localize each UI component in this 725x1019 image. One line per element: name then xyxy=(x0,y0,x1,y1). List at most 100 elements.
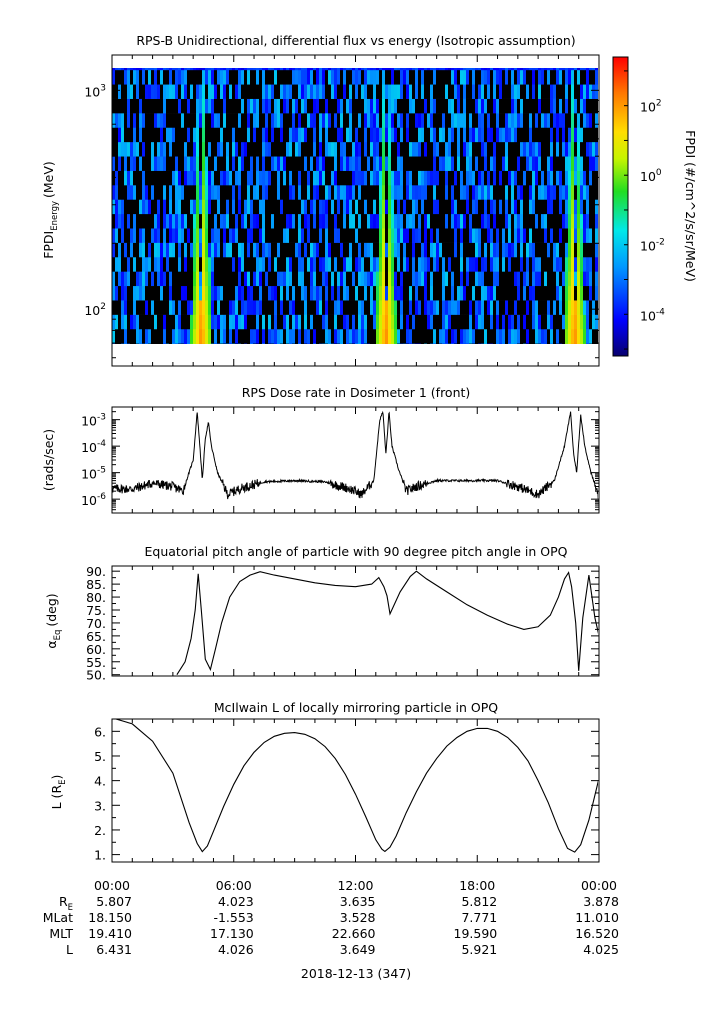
heatmap-cell xyxy=(448,328,452,344)
heatmap-cell xyxy=(424,170,428,186)
heatmap-cell xyxy=(232,256,236,272)
x-tick-label: 06:00 xyxy=(216,878,252,893)
heatmap-cell xyxy=(274,141,278,157)
heatmap-cell xyxy=(298,84,302,99)
heatmap-cell xyxy=(367,242,371,258)
heatmap-cell xyxy=(547,127,551,143)
heatmap-cell xyxy=(547,271,551,287)
heatmap-cell xyxy=(580,185,584,200)
heatmap-cell xyxy=(232,68,236,71)
heatmap-cell xyxy=(331,170,335,186)
heatmap-cell xyxy=(538,228,542,243)
heatmap-cell xyxy=(247,199,251,215)
heatmap-cell xyxy=(568,199,572,215)
heatmap-cell xyxy=(310,199,314,215)
heatmap-cell xyxy=(427,98,431,114)
heatmap-cell xyxy=(304,199,308,215)
heatmap-cell xyxy=(574,170,578,186)
heatmap-cell xyxy=(178,127,182,143)
heatmap-cell xyxy=(403,314,407,330)
heatmap-cell xyxy=(406,170,410,186)
heatmap-cell xyxy=(208,113,212,128)
heatmap-cell xyxy=(265,141,269,157)
heatmap-cell xyxy=(253,242,257,258)
heatmap-cell xyxy=(445,98,449,114)
heatmap-cell xyxy=(280,256,284,272)
heatmap-cell xyxy=(355,127,359,143)
heatmap-cell xyxy=(439,156,443,171)
heatmap-cell xyxy=(298,213,302,229)
heatmap-cell xyxy=(292,98,296,114)
heatmap-cell xyxy=(325,69,329,85)
heatmap-cell xyxy=(460,213,464,229)
heatmap-cell xyxy=(454,314,458,330)
heatmap-cell xyxy=(532,69,536,85)
heatmap-cell xyxy=(358,343,362,344)
heatmap-cell xyxy=(475,156,479,171)
heatmap-cell xyxy=(454,69,458,85)
heatmap-cell xyxy=(484,228,488,243)
heatmap-cell xyxy=(484,199,488,215)
heatmap-cell xyxy=(193,314,197,330)
heatmap-cell xyxy=(490,185,494,200)
heatmap-cell xyxy=(310,98,314,114)
y-tick-label: 103 xyxy=(84,83,106,99)
heatmap-cell xyxy=(544,256,548,272)
heatmap-cell xyxy=(145,199,149,215)
heatmap-cell xyxy=(571,156,575,171)
heatmap-cell xyxy=(580,343,584,344)
heatmap-cell xyxy=(328,84,332,99)
heatmap-cell xyxy=(493,328,497,344)
heatmap-cell xyxy=(568,271,572,287)
heatmap-cell xyxy=(595,242,598,258)
heatmap-cell xyxy=(355,199,359,215)
heatmap-cell xyxy=(118,300,122,315)
spec-heatmap xyxy=(112,68,601,344)
heatmap-cell xyxy=(397,98,401,114)
heatmap-cell xyxy=(394,98,398,114)
heatmap-cell xyxy=(424,271,428,287)
heatmap-cell xyxy=(598,113,601,128)
heatmap-cell xyxy=(583,98,587,114)
heatmap-cell xyxy=(247,256,251,272)
heatmap-cell xyxy=(595,127,598,143)
heatmap-cell xyxy=(481,185,485,200)
pitch-ylabel: αEq(deg) xyxy=(44,593,63,648)
heatmap-cell xyxy=(406,256,410,272)
heatmap-cell xyxy=(331,256,335,272)
heatmap-cell xyxy=(493,170,497,186)
heatmap-cell xyxy=(466,285,470,301)
heatmap-cell xyxy=(469,328,473,344)
x-axis-date: 2018-12-13 (347) xyxy=(301,966,411,981)
heatmap-cell xyxy=(286,328,290,344)
heatmap-cell xyxy=(241,343,245,344)
heatmap-cell xyxy=(430,242,434,258)
heatmap-cell xyxy=(175,228,179,243)
heatmap-cell xyxy=(520,228,524,243)
heatmap-cell xyxy=(187,98,191,114)
heatmap-cell xyxy=(283,314,287,330)
heatmap-cell xyxy=(514,285,518,301)
heatmap-cell xyxy=(190,300,194,315)
heatmap-cell xyxy=(394,156,398,171)
heatmap-cell xyxy=(289,314,293,330)
heatmap-cell xyxy=(397,185,401,200)
heatmap-cell xyxy=(145,213,149,229)
heatmap-cell xyxy=(127,256,131,272)
heatmap-cell xyxy=(178,328,182,344)
heatmap-cell xyxy=(193,271,197,287)
heatmap-cell xyxy=(133,185,137,200)
heatmap-cell xyxy=(535,98,539,114)
heatmap-cell xyxy=(223,113,227,128)
heatmap-cell xyxy=(124,343,128,344)
heatmap-cell xyxy=(547,185,551,200)
heatmap-cell xyxy=(151,199,155,215)
heatmap-cell xyxy=(580,199,584,215)
heatmap-cell xyxy=(205,314,209,330)
heatmap-cell xyxy=(169,242,173,258)
heatmap-cell xyxy=(541,127,545,143)
heatmap-cell xyxy=(280,170,284,186)
heatmap-cell xyxy=(196,127,200,143)
heatmap-cell xyxy=(397,141,401,157)
heatmap-cell xyxy=(181,68,185,71)
